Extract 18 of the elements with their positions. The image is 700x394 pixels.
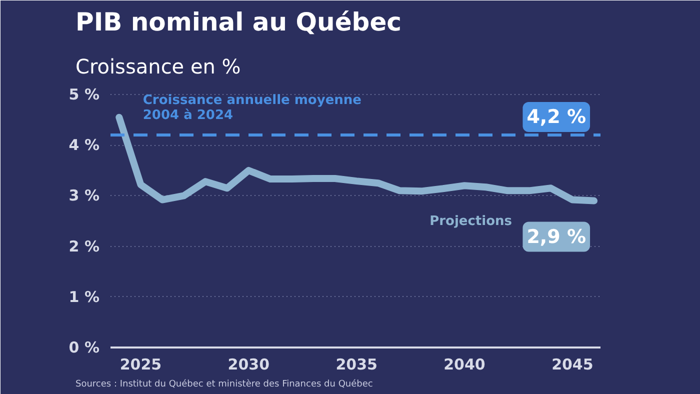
y-tick-label: 3 %	[68, 186, 100, 205]
y-tick-label: 1 %	[68, 288, 100, 306]
series-label: Projections	[430, 214, 512, 229]
y-tick-label: 0 %	[68, 338, 100, 356]
annotation: 4,2 %	[526, 106, 586, 128]
annotation: 2,9 %	[526, 226, 586, 248]
y-tick-label: 5 %	[68, 86, 100, 104]
chart-subtitle: Croissance en %	[76, 54, 241, 78]
y-tick-label: 4 %	[68, 136, 100, 154]
x-tick-label: 2025	[120, 356, 162, 374]
y-tick-label: 2 %	[68, 237, 100, 256]
x-tick-label: 2045	[552, 356, 594, 374]
ref-line-label: Croissance annuelle moyenne 2004 à 2024	[142, 93, 362, 124]
chart-title: PIB nominal au Québec	[76, 8, 402, 36]
x-tick-label: 2040	[444, 356, 486, 374]
x-tick-label: 2030	[228, 356, 270, 374]
source-note: Sources : Institut du Québec et ministère des Finances du Québec	[76, 378, 373, 390]
x-tick-label: 2035	[336, 356, 378, 374]
